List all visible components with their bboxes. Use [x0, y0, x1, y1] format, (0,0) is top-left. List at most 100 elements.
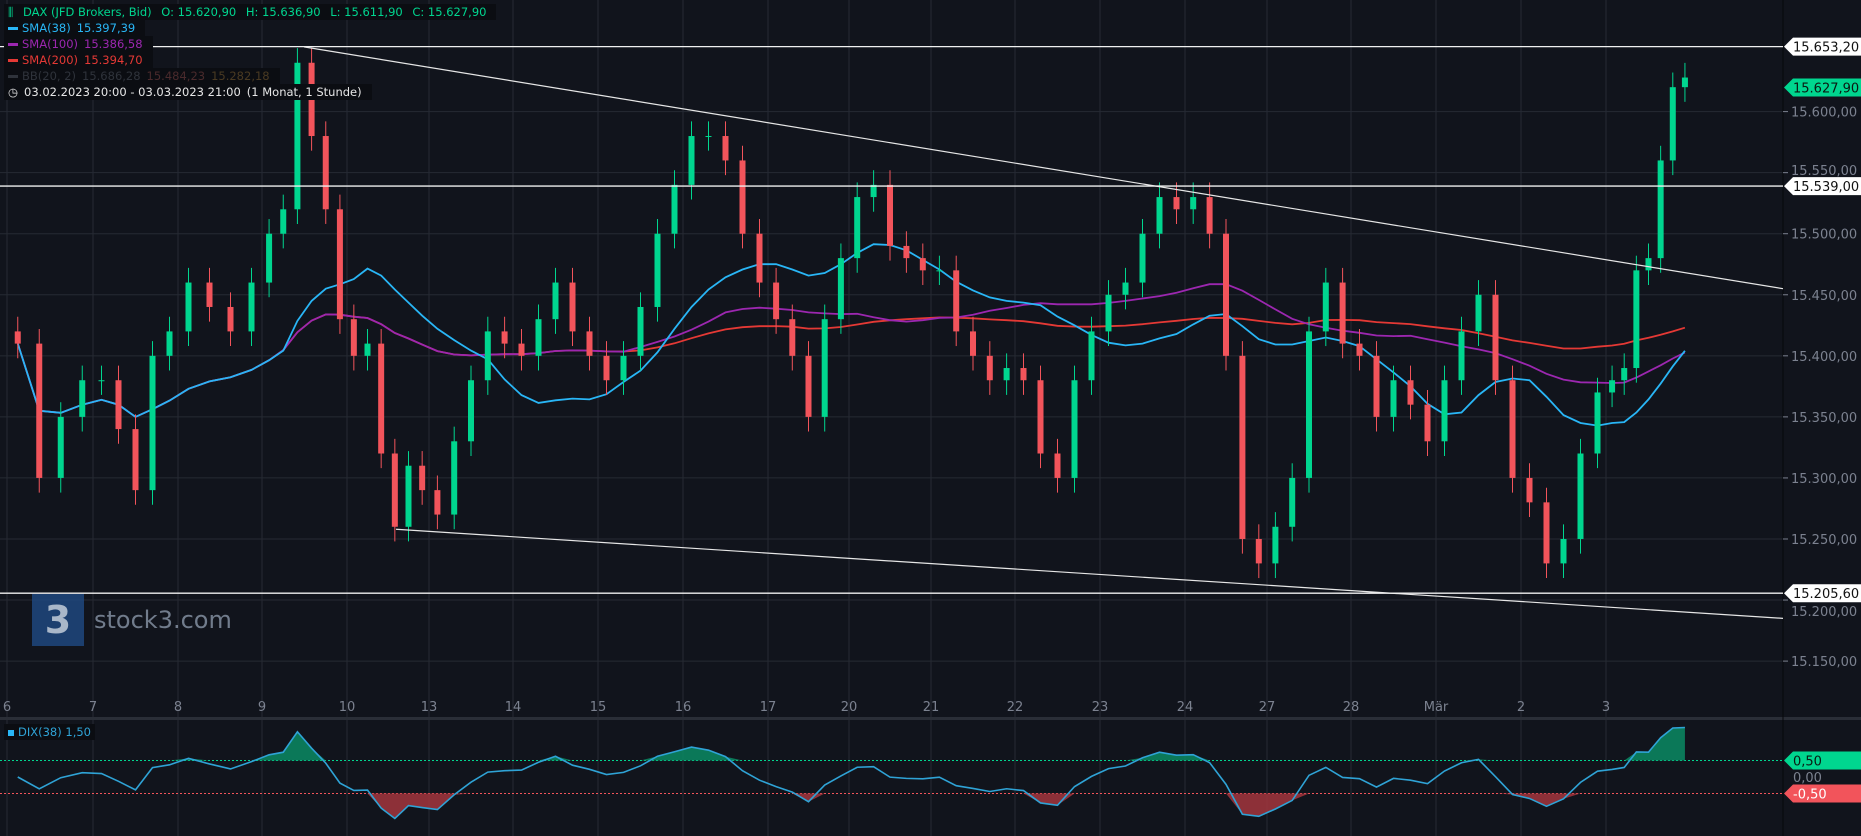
sma38-swatch [8, 27, 18, 30]
candle-body [1037, 380, 1044, 454]
candle-body [870, 184, 877, 198]
dix-value: 1,50 [65, 725, 91, 739]
level-tag-bg [1784, 584, 1861, 603]
dix-legend[interactable]: DIX(38) 1,50 [4, 724, 95, 740]
candle-body [1088, 331, 1095, 381]
candle-body [1407, 380, 1414, 405]
candle-body [1458, 331, 1465, 381]
candle-body [434, 490, 441, 515]
dix-lower-tag-bg [1784, 784, 1861, 803]
x-tick-label: 9 [258, 700, 266, 715]
dix-negative-fill [17, 793, 1685, 819]
dix-upper-tag: 0,50 [1784, 751, 1861, 770]
level-tag-bg [1784, 177, 1861, 196]
candle-body [419, 465, 426, 491]
logo-text: stock3.com [94, 606, 232, 634]
date-range: 03.02.2023 20:00 - 03.03.2023 21:00 [24, 85, 241, 99]
candle-body [887, 184, 893, 246]
candle-body [1560, 538, 1567, 564]
x-tick-label: Mär [1424, 700, 1449, 715]
candle-body [36, 343, 43, 478]
candle-body [854, 197, 861, 259]
candle-body [57, 416, 64, 478]
candle-body [132, 429, 139, 491]
candle-body [1071, 380, 1078, 478]
level-tag-text: 15.539,00 [1793, 180, 1859, 195]
candle-body [1509, 380, 1516, 478]
candle-body [620, 355, 627, 381]
close-value: C: 15.627,90 [412, 5, 487, 19]
candle-body [837, 258, 844, 320]
x-tick-label: 16 [675, 700, 692, 715]
sma100-row[interactable]: SMA(100) 15.386,58 [4, 36, 153, 52]
candle-body [1526, 477, 1533, 503]
candles-icon: ⫼ [8, 5, 14, 19]
candle-body [773, 282, 780, 320]
last-price-tag: 15.627,90 [1784, 78, 1861, 97]
sma100-value: 15.386,58 [84, 37, 143, 51]
bb-upper: 15.686,28 [82, 69, 141, 83]
sma100-label: SMA(100) [22, 37, 79, 51]
x-tick-label: 13 [421, 700, 438, 715]
level-tag-text: 15.205,60 [1793, 587, 1859, 602]
bb-mid: 15.484,23 [146, 69, 206, 83]
logo-mark: 3 [32, 594, 84, 646]
candle-body [1681, 77, 1688, 88]
level-tag: 15.205,60 [1784, 584, 1861, 603]
candle-body [1223, 233, 1229, 356]
y-tick-label: 15.500,00 [1791, 228, 1857, 243]
candle-body [805, 355, 812, 417]
range-row: ◷ 03.02.2023 20:00 - 03.03.2023 21:00 (1 M… [4, 84, 372, 100]
candle-body [1289, 477, 1296, 527]
ohlc-row: ⫼ DAX (JFD Brokers, Bid) O: 15.620,90 H:… [4, 4, 497, 20]
y-tick-label: 15.150,00 [1791, 655, 1857, 670]
candle-body [1356, 343, 1363, 356]
candle-body [688, 136, 695, 185]
y-tick-label: 15.400,00 [1791, 350, 1857, 365]
sma38-row[interactable]: SMA(38) 15.397,39 [4, 20, 146, 36]
candle-body [1621, 368, 1628, 381]
low-value: L: 15.611,90 [330, 5, 403, 19]
candle-body [336, 209, 343, 320]
x-tick-label: 2 [1517, 700, 1525, 715]
y-tick-label: 15.450,00 [1791, 289, 1857, 304]
x-tick-label: 28 [1343, 700, 1360, 715]
candle-body [535, 319, 542, 356]
candle-body [149, 355, 156, 491]
candle-body [166, 331, 173, 356]
chart-legend: ⫼ DAX (JFD Brokers, Bid) O: 15.620,90 H:… [4, 4, 497, 100]
y-tick-label: 15.350,00 [1791, 411, 1857, 426]
level-tag-text: 15.653,20 [1793, 41, 1859, 56]
candle-body [1122, 282, 1129, 295]
candle-body [364, 343, 371, 356]
trendline [395, 528, 1784, 619]
sma200-row[interactable]: SMA(200) 15.394,70 [4, 52, 153, 68]
x-tick-label: 22 [1007, 700, 1024, 715]
sma200-line [16, 313, 1686, 418]
candle-body [569, 282, 576, 332]
sma200-label: SMA(200) [22, 53, 79, 67]
candle-body [739, 160, 746, 234]
candle-body [1105, 294, 1112, 332]
x-tick-label: 17 [760, 700, 777, 715]
candle-body [1255, 538, 1262, 564]
candle-body [552, 282, 559, 320]
candle-body [1339, 282, 1346, 344]
x-tick-label: 24 [1177, 700, 1194, 715]
candle-body [1322, 282, 1329, 332]
candle-body [248, 282, 255, 332]
candle-body [468, 380, 474, 442]
candle-body [903, 245, 910, 259]
dix-swatch [8, 729, 14, 736]
sma38-label: SMA(38) [22, 21, 71, 35]
bb-row[interactable]: BB(20, 2) 15.686,28 15.484,23 15.282,18 [4, 68, 280, 84]
candle-body [185, 282, 192, 332]
x-tick-label: 15 [590, 700, 607, 715]
x-tick-label: 7 [89, 700, 97, 715]
candle-body [1669, 87, 1676, 161]
candle-body [1373, 355, 1380, 417]
candle-body [603, 355, 610, 381]
dix-upper-tag-bg [1784, 751, 1861, 770]
candle-body [484, 331, 491, 381]
